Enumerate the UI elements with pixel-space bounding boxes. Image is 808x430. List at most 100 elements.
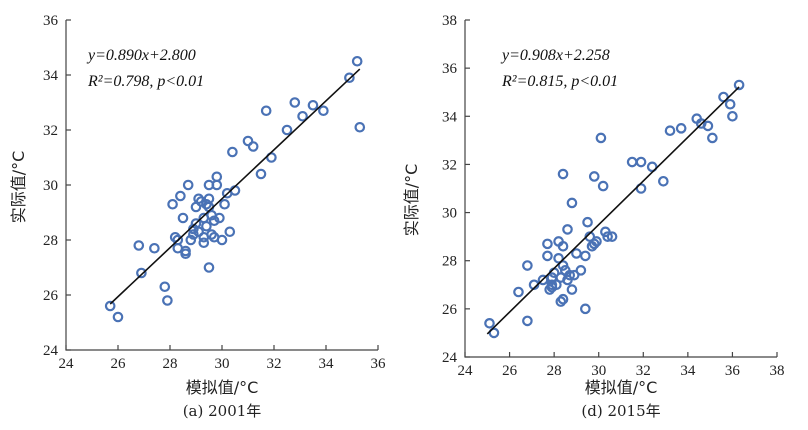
data-point	[198, 237, 210, 249]
x-tick-label: 32	[267, 356, 282, 372]
data-point	[162, 295, 173, 306]
data-point	[203, 262, 215, 273]
data-point	[557, 168, 569, 180]
data-point	[542, 238, 553, 250]
panel-a-stats: R²=0.798, p<0.01	[87, 73, 204, 90]
x-tick-label: 24	[458, 363, 474, 379]
data-point	[281, 124, 293, 136]
panel-d-stats: R²=0.815, p<0.01	[501, 73, 618, 90]
data-point	[580, 250, 591, 262]
data-point	[484, 317, 495, 329]
panel-a-y-label: 实际值/°C	[9, 151, 28, 224]
x-tick-label: 34	[319, 356, 335, 372]
data-point	[646, 161, 658, 173]
x-tick-label: 36	[371, 356, 387, 372]
data-point	[318, 105, 329, 117]
data-point	[175, 190, 186, 202]
panel-a-caption: (a) 2001年	[183, 402, 262, 420]
data-point	[182, 179, 194, 191]
panel-a-y-ticks: 24 26 28 30 32 34 36	[43, 13, 71, 359]
data-point	[216, 234, 228, 246]
data-point	[219, 198, 230, 210]
data-point	[169, 231, 181, 243]
y-tick-label: 34	[43, 68, 59, 84]
data-point	[255, 168, 267, 180]
data-point	[289, 97, 301, 108]
y-tick-label: 34	[442, 109, 458, 125]
y-tick-label: 36	[442, 61, 458, 77]
panel-d-y-label: 实际值/°C	[402, 164, 421, 237]
data-point	[566, 284, 578, 295]
data-point	[658, 175, 669, 187]
x-tick-label: 28	[163, 356, 178, 372]
data-point	[568, 269, 580, 281]
data-point	[733, 79, 745, 91]
data-point	[591, 236, 602, 247]
data-point	[557, 240, 569, 252]
x-tick-label: 34	[680, 363, 696, 379]
data-point	[211, 179, 223, 191]
panel-d-x-label: 模拟值/°C	[585, 378, 658, 397]
y-tick-label: 32	[442, 157, 457, 173]
data-point	[214, 212, 225, 224]
data-point	[588, 171, 600, 182]
data-point	[582, 216, 593, 228]
x-tick-label: 26	[502, 363, 518, 379]
data-point	[580, 303, 591, 315]
y-tick-label: 38	[442, 13, 457, 29]
data-point	[201, 220, 212, 232]
data-point	[702, 120, 714, 132]
data-point	[542, 250, 553, 262]
y-tick-label: 30	[442, 206, 457, 222]
data-point	[626, 156, 638, 168]
panel-d: 24 26 28 30 32 34 36 38 24 26 28 30 32 34 36 38 y=0.90…	[402, 13, 785, 420]
data-point	[136, 267, 147, 279]
y-tick-label: 26	[442, 302, 458, 318]
data-point	[193, 193, 204, 205]
data-point	[553, 253, 564, 264]
panel-d-y-ticks: 24 26 28 30 32 34 36 38	[442, 13, 470, 366]
data-point	[664, 125, 676, 137]
data-point	[351, 55, 363, 67]
data-point	[242, 135, 254, 147]
panel-d-fit-line	[486, 86, 740, 335]
data-point	[635, 183, 647, 194]
data-point	[602, 231, 613, 242]
y-tick-label: 24	[442, 350, 458, 366]
data-point	[159, 281, 171, 293]
x-tick-label: 36	[725, 363, 741, 379]
data-point	[588, 238, 600, 250]
data-point	[211, 171, 223, 183]
x-tick-label: 24	[59, 356, 75, 372]
panel-d-x-ticks: 24 26 28 30 32 34 36 38	[458, 352, 785, 379]
data-point	[562, 224, 573, 235]
data-point	[180, 248, 191, 260]
y-tick-label: 26	[43, 288, 59, 304]
y-tick-label: 36	[43, 13, 59, 29]
panel-d-caption: (d) 2015年	[581, 402, 660, 420]
data-point	[551, 279, 562, 291]
data-point	[488, 327, 500, 339]
panel-a-x-label: 模拟值/°C	[186, 378, 259, 397]
y-tick-label: 28	[442, 254, 457, 270]
panel-a-axes	[65, 20, 378, 351]
data-point	[727, 110, 738, 122]
data-point	[133, 240, 145, 251]
panel-a-x-ticks: 24 26 28 30 32 34 36	[59, 345, 387, 372]
data-point	[247, 141, 259, 152]
data-point	[522, 260, 533, 271]
data-point	[201, 198, 212, 210]
y-tick-label: 28	[43, 233, 58, 249]
panel-d-equation: y=0.908x+2.258	[500, 47, 610, 64]
y-tick-label: 30	[43, 178, 58, 194]
data-point	[597, 180, 609, 192]
data-point	[149, 242, 160, 254]
data-point	[707, 132, 718, 144]
data-point	[208, 215, 220, 227]
x-tick-label: 30	[215, 356, 230, 372]
data-point	[307, 99, 319, 111]
x-tick-label: 26	[111, 356, 127, 372]
panel-d-axes	[464, 20, 777, 358]
x-tick-label: 30	[591, 363, 606, 379]
panel-a-equation: y=0.890x+2.800	[86, 47, 196, 64]
